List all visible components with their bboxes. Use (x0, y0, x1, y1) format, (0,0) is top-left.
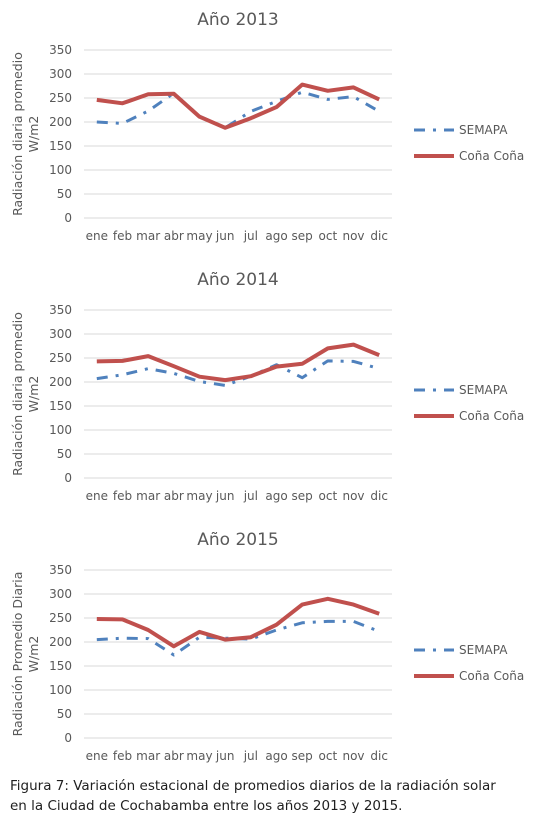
chart-2: Año 2014 0 50 100 150 200 250 300 350 ene feb mar ab… (10, 270, 524, 503)
y-tick-label: 250 (49, 611, 72, 625)
legend-label: Coña Coña (459, 149, 524, 163)
y-tick-label: 150 (49, 139, 72, 153)
y-tick-label: 50 (57, 447, 72, 461)
chart-title: Año 2015 (197, 530, 278, 550)
x-tick-label: may (186, 749, 212, 763)
x-tick-label: jul (243, 229, 258, 243)
x-tick-label: feb (113, 749, 132, 763)
x-tick-label: ene (86, 749, 108, 763)
chart-1: Año 2013 0 50 100 150 200 250 300 350 ene feb mar ab… (10, 10, 524, 243)
x-tick-label: feb (113, 229, 132, 243)
x-tick-label: oct (319, 749, 338, 763)
caption-line-1: Figura 7: Variación estacional de promed… (10, 778, 496, 794)
y-axis-label: Radiación diaria promedio (10, 312, 25, 476)
y-tick-label: 300 (49, 587, 72, 601)
x-tick-label: ago (265, 749, 287, 763)
figure-caption: Figura 7: Variación estacional de promed… (10, 776, 540, 816)
chart-3: Año 2015 0 50 100 150 200 250 300 350 ene feb mar ab… (10, 530, 524, 763)
y-tick-label: 300 (49, 327, 72, 341)
y-tick-label: 100 (49, 163, 72, 177)
y-tick-label: 350 (49, 563, 72, 577)
x-tick-label: jun (215, 489, 235, 503)
y-tick-label: 300 (49, 67, 72, 81)
legend-label: Coña Coña (459, 409, 524, 423)
y-tick-label: 100 (49, 423, 72, 437)
x-tick-label: ago (265, 229, 287, 243)
y-tick-label: 50 (57, 707, 72, 721)
y-tick-label: 200 (49, 635, 72, 649)
x-tick-label: sep (292, 749, 313, 763)
x-tick-label: jun (215, 229, 235, 243)
chart-title: Año 2014 (197, 270, 278, 290)
x-tick-label: ago (265, 489, 287, 503)
legend-label: SEMAPA (459, 123, 508, 137)
x-tick-label: abr (164, 489, 184, 503)
y-tick-label: 100 (49, 683, 72, 697)
x-tick-label: feb (113, 489, 132, 503)
y-tick-label: 0 (64, 731, 72, 745)
x-tick-label: sep (292, 229, 313, 243)
x-tick-label: dic (370, 749, 388, 763)
y-tick-label: 200 (49, 375, 72, 389)
x-tick-label: abr (164, 229, 184, 243)
x-tick-label: jul (243, 489, 258, 503)
series-line-cona-cona (96, 82, 381, 130)
y-axis-label: W/m2 (26, 376, 41, 413)
y-axis-label: Radiación Promedio Diaria (10, 572, 25, 737)
y-tick-label: 150 (49, 399, 72, 413)
y-tick-label: 0 (64, 211, 72, 225)
y-tick-label: 250 (49, 91, 72, 105)
caption-line-2: en la Ciudad de Cochabamba entre los año… (10, 798, 403, 814)
x-tick-label: ene (86, 229, 108, 243)
y-tick-label: 50 (57, 187, 72, 201)
legend-label: SEMAPA (459, 643, 508, 657)
legend-label: SEMAPA (459, 383, 508, 397)
x-tick-label: mar (136, 229, 160, 243)
x-tick-label: may (186, 489, 212, 503)
x-tick-label: ene (86, 489, 108, 503)
series-line-cona-cona (96, 342, 380, 383)
x-tick-label: dic (370, 229, 388, 243)
x-tick-label: jun (215, 749, 235, 763)
x-tick-label: oct (319, 229, 338, 243)
x-tick-label: mar (136, 489, 160, 503)
y-tick-label: 200 (49, 115, 72, 129)
x-tick-label: nov (342, 229, 364, 243)
x-tick-label: nov (342, 489, 364, 503)
x-tick-label: dic (370, 489, 388, 503)
x-tick-label: mar (136, 749, 160, 763)
x-tick-label: oct (319, 489, 338, 503)
series-line-semapa (96, 359, 380, 387)
y-tick-label: 150 (49, 659, 72, 673)
y-axis-label: Radiación diaria promedio (10, 52, 25, 216)
series-line-semapa (96, 90, 380, 130)
x-tick-label: jul (243, 749, 258, 763)
legend-label: Coña Coña (459, 669, 524, 683)
x-tick-label: nov (342, 749, 364, 763)
x-tick-label: may (186, 229, 212, 243)
y-tick-label: 350 (49, 43, 72, 57)
x-tick-label: abr (164, 749, 184, 763)
y-axis-label: W/m2 (26, 636, 41, 673)
chart-title: Año 2013 (197, 10, 278, 30)
y-tick-label: 350 (49, 303, 72, 317)
y-axis-label: W/m2 (26, 116, 41, 153)
y-tick-label: 250 (49, 351, 72, 365)
y-tick-label: 0 (64, 471, 72, 485)
series-line-cona-cona (96, 596, 380, 649)
x-tick-label: sep (292, 489, 313, 503)
